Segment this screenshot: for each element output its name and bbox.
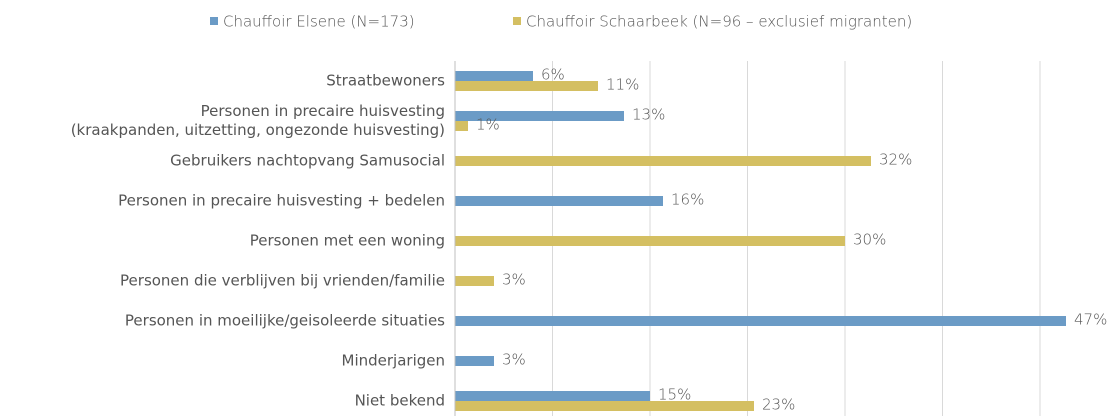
y-tick-label: Personen in precaire huisvesting (kraakp… bbox=[70, 102, 445, 139]
bar bbox=[455, 391, 650, 401]
value-label: 3% bbox=[502, 271, 526, 289]
bar bbox=[455, 71, 533, 81]
legend-label: Chauffoir Schaarbeek (N=96 – exclusief m… bbox=[526, 13, 912, 31]
bar bbox=[455, 356, 494, 366]
bar bbox=[455, 196, 663, 206]
bar bbox=[455, 111, 624, 121]
value-label: 32% bbox=[879, 151, 912, 169]
bar bbox=[455, 81, 598, 91]
value-label: 16% bbox=[671, 191, 704, 209]
bar bbox=[455, 316, 1066, 326]
bar bbox=[455, 276, 494, 286]
value-label: 30% bbox=[853, 231, 886, 249]
y-tick-label: Gebruikers nachtopvang Samusocial bbox=[170, 151, 445, 170]
y-tick-label: Niet bekend bbox=[354, 391, 445, 410]
value-label: 23% bbox=[762, 396, 795, 414]
bar bbox=[455, 156, 871, 166]
legend-swatch bbox=[513, 17, 521, 25]
y-tick-label: Minderjarigen bbox=[341, 351, 445, 370]
y-tick-label: Straatbewoners bbox=[326, 71, 445, 90]
bar bbox=[455, 401, 754, 411]
y-tick-label: Personen in precaire huisvesting + bedel… bbox=[118, 191, 445, 210]
value-label: 13% bbox=[632, 106, 665, 124]
y-tick-label: Personen in moeilijke/geisoleerde situat… bbox=[124, 311, 445, 330]
value-label: 15% bbox=[658, 386, 691, 404]
legend-swatch bbox=[210, 17, 218, 25]
value-label: 3% bbox=[502, 351, 526, 369]
y-tick-label: Personen die verblijven bij vrienden/fam… bbox=[120, 271, 445, 290]
value-label: 6% bbox=[541, 66, 565, 84]
value-label: 47% bbox=[1074, 311, 1107, 329]
bar bbox=[455, 236, 845, 246]
legend-label: Chauffoir Elsene (N=173) bbox=[223, 13, 415, 31]
y-tick-label: Personen met een woning bbox=[249, 231, 445, 250]
value-label: 11% bbox=[606, 76, 639, 94]
bar bbox=[455, 121, 468, 131]
value-label: 1% bbox=[476, 116, 500, 134]
